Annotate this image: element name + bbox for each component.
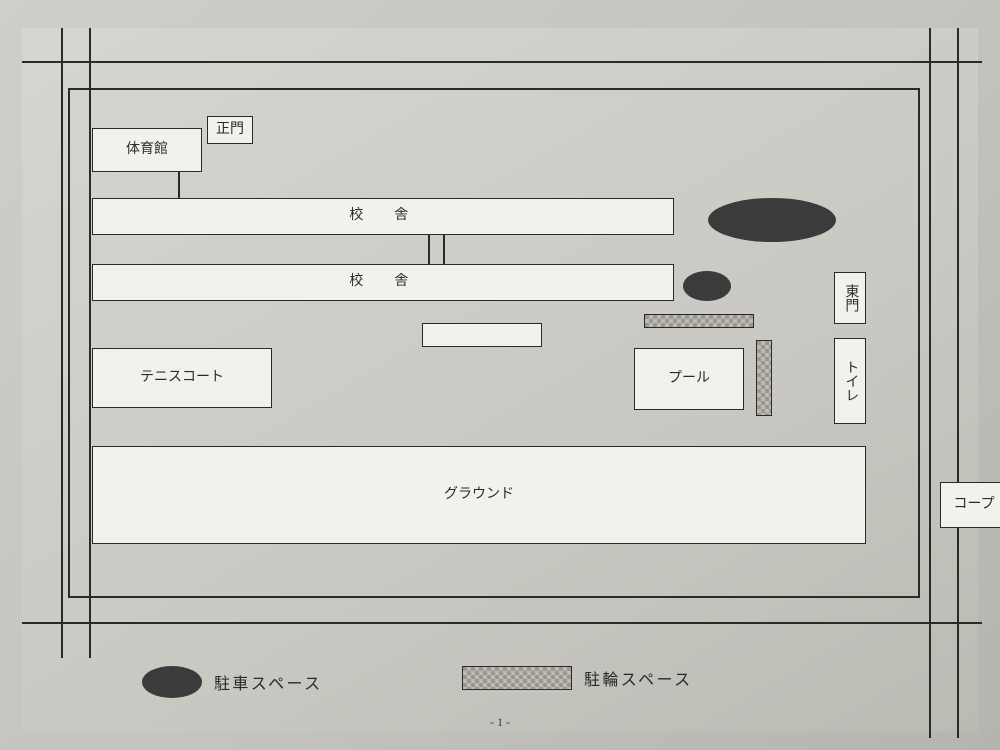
page-number: - 1 - (22, 715, 978, 730)
road-v-left-a (61, 28, 63, 658)
legend-bike-label: 駐輪スペース (584, 666, 692, 690)
box-bldg-1: 校 舎 (92, 198, 674, 235)
box-gym: 体育館 (92, 128, 202, 172)
road-h-top (22, 61, 982, 63)
sheet: 正門体育館校 舎校 舎テニスコートプール東門トイレグラウンドコープ 駐車スペース… (22, 28, 978, 732)
box-toilet: トイレ (834, 338, 866, 424)
box-coop: コープ (940, 482, 1000, 528)
parking-ellipse-parking-large (708, 198, 836, 242)
bike-parking-bike-v (756, 340, 772, 416)
legend-bike: 駐輪スペース (462, 666, 692, 690)
box-pool: プール (634, 348, 744, 410)
road-v-left-b (89, 28, 91, 658)
road-h-bottom (22, 622, 982, 624)
box-bldg-2: 校 舎 (92, 264, 674, 301)
road-v-right-a (929, 28, 931, 738)
box-main-gate: 正門 (207, 116, 253, 144)
box-ground: グラウンド (92, 446, 866, 544)
legend-bike-swatch (462, 666, 572, 690)
road-v-right-b (957, 28, 959, 738)
box-small-room (422, 323, 542, 347)
legend-parking-swatch (142, 666, 202, 698)
box-east-gate: 東門 (834, 272, 866, 324)
legend-parking: 駐車スペース (142, 666, 322, 698)
line-gym-divider (178, 171, 180, 198)
line-corridor-a (428, 235, 430, 264)
line-corridor-b (443, 235, 445, 264)
bike-parking-bike-h (644, 314, 754, 328)
box-tennis: テニスコート (92, 348, 272, 408)
parking-ellipse-parking-small (683, 271, 731, 301)
legend-parking-label: 駐車スペース (214, 670, 322, 694)
